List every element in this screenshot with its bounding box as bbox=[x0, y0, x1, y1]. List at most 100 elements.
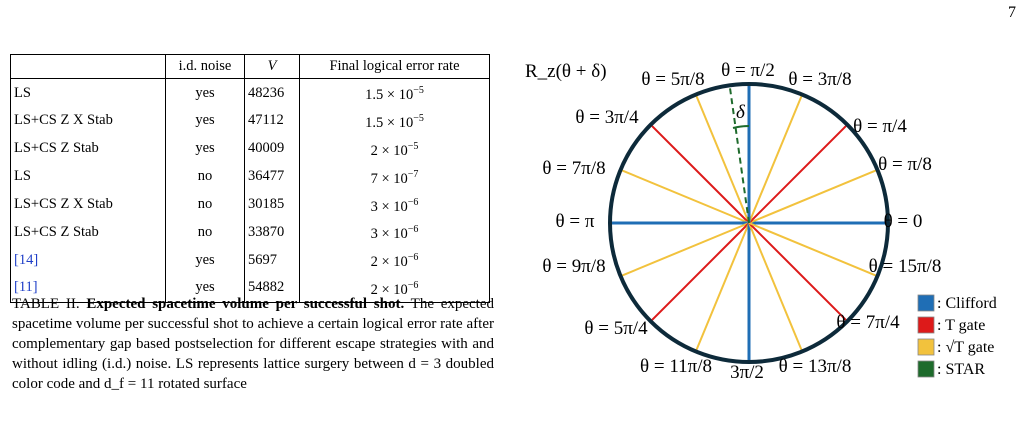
legend-label: : √T gate bbox=[937, 339, 994, 356]
row-volume: 48236 bbox=[244, 78, 300, 108]
angle-label: θ = 5π/8 bbox=[641, 69, 704, 90]
row-error-rate: 2 × 10−6 bbox=[299, 273, 490, 303]
spoke-line bbox=[695, 96, 750, 224]
angle-label: θ = 11π/8 bbox=[640, 356, 712, 377]
row-idling-noise-text: yes bbox=[195, 140, 215, 157]
spoke-line bbox=[622, 222, 750, 277]
row-volume: 40009 bbox=[244, 134, 300, 163]
spoke-line bbox=[748, 222, 847, 321]
legend-swatch bbox=[917, 360, 935, 378]
rate-exponent: −6 bbox=[407, 224, 419, 236]
angle-label: θ = 5π/4 bbox=[584, 318, 648, 339]
row-strategy: LS+CS Z X Stab bbox=[10, 107, 166, 135]
row-strategy-text: [11] bbox=[14, 279, 38, 296]
row-idling-noise: yes bbox=[165, 78, 245, 108]
rate-mantissa: 7 bbox=[370, 170, 378, 187]
row-strategy[interactable]: [11] bbox=[10, 273, 166, 303]
table-caption: TABLE II. Expected spacetime volume per … bbox=[12, 294, 494, 394]
row-idling-noise: yes bbox=[165, 246, 245, 274]
caption-label: TABLE II. bbox=[12, 296, 80, 312]
star-angle-line bbox=[729, 87, 750, 224]
spoke-line bbox=[651, 222, 750, 321]
angle-label: θ = 0 bbox=[884, 211, 923, 232]
row-volume: 47112 bbox=[244, 107, 300, 135]
caption-title: Expected spacetime volume per successful… bbox=[86, 296, 405, 312]
table-row: LS+CS Z X Stab no 30185 3 × 10−6 bbox=[10, 190, 490, 219]
angle-label: θ = π/4 bbox=[853, 116, 907, 137]
row-idling-noise-text: no bbox=[197, 168, 213, 185]
rate-times-ten: × 10 bbox=[377, 170, 408, 187]
row-strategy-text: LS+CS Z X Stab bbox=[14, 112, 113, 129]
rate-times-ten: × 10 bbox=[377, 253, 408, 270]
angle-labels-group: θ = π/2 θ = 3π/8 θ = π/4 θ = π/8 θ = 0 θ = 15… bbox=[542, 60, 941, 383]
spoke-line bbox=[748, 222, 876, 277]
row-volume-text: 47112 bbox=[248, 112, 284, 129]
table-body: LS yes 48236 1.5 × 10−5 LS+CS Z X Stab yes 471… bbox=[10, 78, 490, 303]
row-error-rate: 3 × 10−6 bbox=[299, 190, 490, 219]
angle-label: θ = 7π/8 bbox=[542, 158, 605, 179]
table-row: [14] yes 5697 2 × 10−6 bbox=[10, 246, 490, 274]
row-volume: 30185 bbox=[244, 190, 300, 219]
row-strategy-text: [14] bbox=[14, 251, 39, 268]
row-volume-text: 40009 bbox=[248, 140, 285, 157]
rate-exponent: −5 bbox=[413, 85, 424, 97]
row-idling-noise: no bbox=[165, 190, 245, 219]
row-idling-noise: no bbox=[165, 218, 245, 247]
row-idling-noise-text: yes bbox=[195, 112, 215, 129]
rate-mantissa: 2 bbox=[370, 253, 378, 270]
spokes-group bbox=[612, 86, 886, 360]
row-idling-noise-text: no bbox=[197, 223, 213, 240]
table-row: LS+CS Z Stab no 33870 3 × 10−6 bbox=[10, 218, 490, 247]
row-volume-text: 33870 bbox=[248, 223, 285, 240]
row-strategy-text: LS bbox=[14, 84, 31, 101]
angle-label: θ = 13π/8 bbox=[779, 356, 852, 377]
legend-swatch bbox=[917, 294, 935, 312]
row-error-rate: 2 × 10−5 bbox=[299, 134, 490, 163]
row-volume: 33870 bbox=[244, 218, 300, 247]
row-strategy[interactable]: [14] bbox=[10, 246, 166, 274]
rate-mantissa: 1.5 bbox=[365, 114, 384, 131]
row-volume-text: 30185 bbox=[248, 195, 285, 212]
row-strategy: LS+CS Z Stab bbox=[10, 134, 166, 163]
row-strategy: LS bbox=[10, 78, 166, 108]
rate-times-ten: × 10 bbox=[377, 281, 408, 298]
row-volume-text: 48236 bbox=[248, 84, 285, 101]
row-strategy: LS+CS Z Stab bbox=[10, 218, 166, 247]
angle-label: θ = 3π/8 bbox=[788, 69, 851, 90]
row-strategy-text: LS+CS Z X Stab bbox=[14, 195, 113, 212]
rate-mantissa: 2 bbox=[370, 281, 378, 298]
legend-label: : Clifford bbox=[937, 295, 997, 312]
row-volume: 5697 bbox=[244, 246, 300, 274]
spoke-line bbox=[748, 222, 803, 350]
row-volume: 36477 bbox=[244, 162, 300, 191]
spoke-line bbox=[748, 169, 876, 224]
unit-circle bbox=[608, 82, 890, 364]
angle-label: θ = 15π/8 bbox=[869, 256, 942, 277]
row-error-rate: 2 × 10−6 bbox=[299, 246, 490, 274]
rate-mantissa: 3 bbox=[370, 198, 378, 215]
legend-label: : T gate bbox=[937, 317, 985, 334]
results-table: i.d. noise V Final logical error rate LS… bbox=[10, 53, 490, 303]
header-strategy bbox=[10, 53, 166, 80]
table-row: LS no 36477 7 × 10−7 bbox=[10, 162, 490, 191]
table-row: LS yes 48236 1.5 × 10−5 bbox=[10, 78, 490, 108]
row-idling-noise: no bbox=[165, 162, 245, 191]
angle-label: θ = π/2 bbox=[721, 60, 775, 81]
rate-times-ten: × 10 bbox=[383, 87, 414, 104]
rate-times-ten: × 10 bbox=[377, 198, 408, 215]
legend-swatch bbox=[917, 338, 935, 356]
row-error-rate: 7 × 10−7 bbox=[299, 162, 490, 191]
row-strategy: LS+CS Z X Stab bbox=[10, 190, 166, 219]
spoke-line bbox=[622, 169, 750, 224]
rate-times-ten: × 10 bbox=[377, 142, 408, 159]
table-row: [11] yes 54882 2 × 10−6 bbox=[10, 273, 490, 303]
rate-exponent: −6 bbox=[407, 279, 419, 291]
table-row: LS+CS Z Stab yes 40009 2 × 10−5 bbox=[10, 134, 490, 163]
row-strategy: LS bbox=[10, 162, 166, 191]
rate-exponent: −5 bbox=[413, 113, 424, 125]
rate-exponent: −7 bbox=[407, 168, 419, 180]
angle-label: θ = 9π/8 bbox=[542, 256, 605, 277]
legend-swatch bbox=[917, 316, 935, 334]
spoke-line bbox=[748, 125, 847, 224]
rate-mantissa: 3 bbox=[370, 226, 378, 243]
